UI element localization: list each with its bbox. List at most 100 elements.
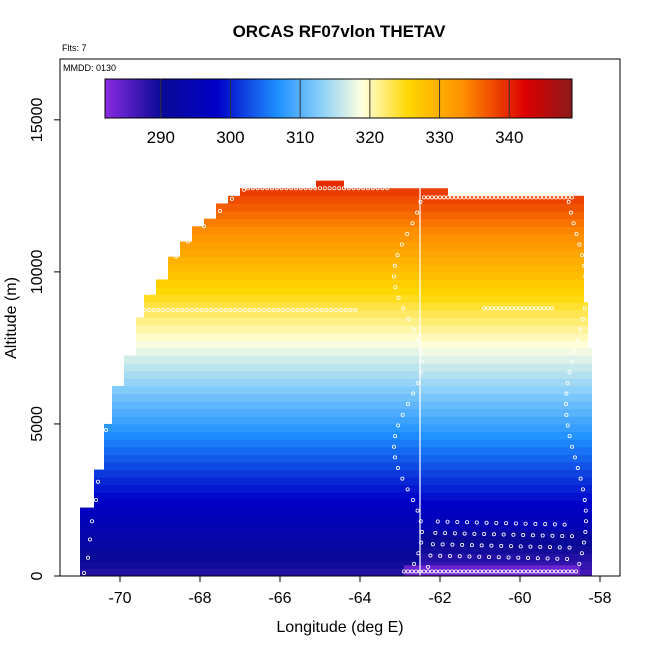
track-point <box>106 409 111 414</box>
field-band <box>180 249 584 258</box>
track-point <box>514 306 519 311</box>
track-point <box>100 443 105 448</box>
track-point <box>300 307 305 312</box>
field-band <box>216 211 584 220</box>
field-band <box>80 515 592 524</box>
field-band <box>104 446 592 455</box>
field-band <box>168 264 584 273</box>
field-band <box>180 241 584 250</box>
track-point <box>112 379 117 384</box>
track-point <box>419 529 424 534</box>
track-point <box>396 295 401 300</box>
field-band <box>80 545 592 554</box>
track-point <box>314 307 319 312</box>
field-band <box>420 332 588 341</box>
track-point <box>417 569 422 574</box>
track-point <box>317 186 322 191</box>
track-point <box>380 186 385 191</box>
track-point <box>327 186 332 191</box>
field-band <box>420 385 592 395</box>
track-point <box>521 533 526 538</box>
colorbar-tick-label: 320 <box>356 128 384 147</box>
track-point <box>449 195 454 200</box>
field-band <box>420 340 588 349</box>
track-point <box>489 543 494 548</box>
field-band <box>420 507 592 516</box>
colorbar-ticks: 290 300 310 320 330 340 <box>147 79 523 147</box>
track-point <box>338 307 343 312</box>
track-point <box>392 444 397 449</box>
track-point <box>419 540 424 545</box>
field-band <box>420 401 592 410</box>
track-point <box>486 554 491 559</box>
track-point <box>477 569 482 574</box>
field-band <box>420 446 592 455</box>
track-point <box>562 195 567 200</box>
track-point <box>583 285 588 290</box>
track-point <box>309 307 314 312</box>
track-point <box>146 307 151 312</box>
track-point <box>581 540 586 545</box>
track-point <box>250 186 255 191</box>
track-point <box>523 521 528 526</box>
field-band <box>420 211 584 220</box>
field-band <box>94 484 592 493</box>
track-point <box>416 551 421 556</box>
track-point <box>538 306 543 311</box>
track-point <box>185 307 190 312</box>
track-point <box>415 380 420 385</box>
track-point <box>252 307 257 312</box>
track-point <box>237 307 242 312</box>
track-point <box>457 569 462 574</box>
track-point <box>322 186 327 191</box>
track-point <box>566 195 571 200</box>
field-band <box>420 545 592 554</box>
field-band <box>420 363 592 372</box>
field-band <box>124 378 592 387</box>
track-point <box>477 195 482 200</box>
field-band <box>104 431 592 440</box>
track-point <box>445 519 450 524</box>
track-point <box>433 195 438 200</box>
track-point <box>276 307 281 312</box>
track-point <box>550 195 555 200</box>
track-point <box>485 569 490 574</box>
track-point <box>415 508 420 513</box>
track-point <box>133 309 138 314</box>
track-point <box>528 544 533 549</box>
track-point <box>419 348 424 353</box>
track-point <box>329 307 334 312</box>
track-point <box>465 520 470 525</box>
field-band <box>420 439 592 448</box>
track-point <box>505 569 510 574</box>
track-point <box>229 196 234 201</box>
track-point <box>581 263 586 268</box>
track-point <box>501 532 506 537</box>
track-point <box>437 195 442 200</box>
field-band <box>192 226 584 235</box>
track-point <box>489 569 494 574</box>
track-point <box>467 554 472 559</box>
track-point <box>513 521 518 526</box>
track-point <box>341 186 346 191</box>
track-point <box>575 338 580 343</box>
track-point <box>298 186 303 191</box>
track-point <box>578 327 583 332</box>
x-tick-label: -62 <box>428 590 451 607</box>
y-axis: 0 5000 10000 15000 <box>29 97 60 580</box>
field-band <box>420 203 584 212</box>
track-point <box>489 306 494 311</box>
track-point <box>481 195 486 200</box>
field-band <box>124 363 592 372</box>
track-point <box>218 307 223 312</box>
track-point <box>497 306 502 311</box>
track-point <box>577 561 582 566</box>
track-point <box>455 519 460 524</box>
track-point <box>209 307 214 312</box>
track-point <box>409 569 414 574</box>
track-point <box>88 537 93 542</box>
track-point <box>425 569 430 574</box>
track-point <box>450 542 455 547</box>
track-point <box>562 522 567 527</box>
